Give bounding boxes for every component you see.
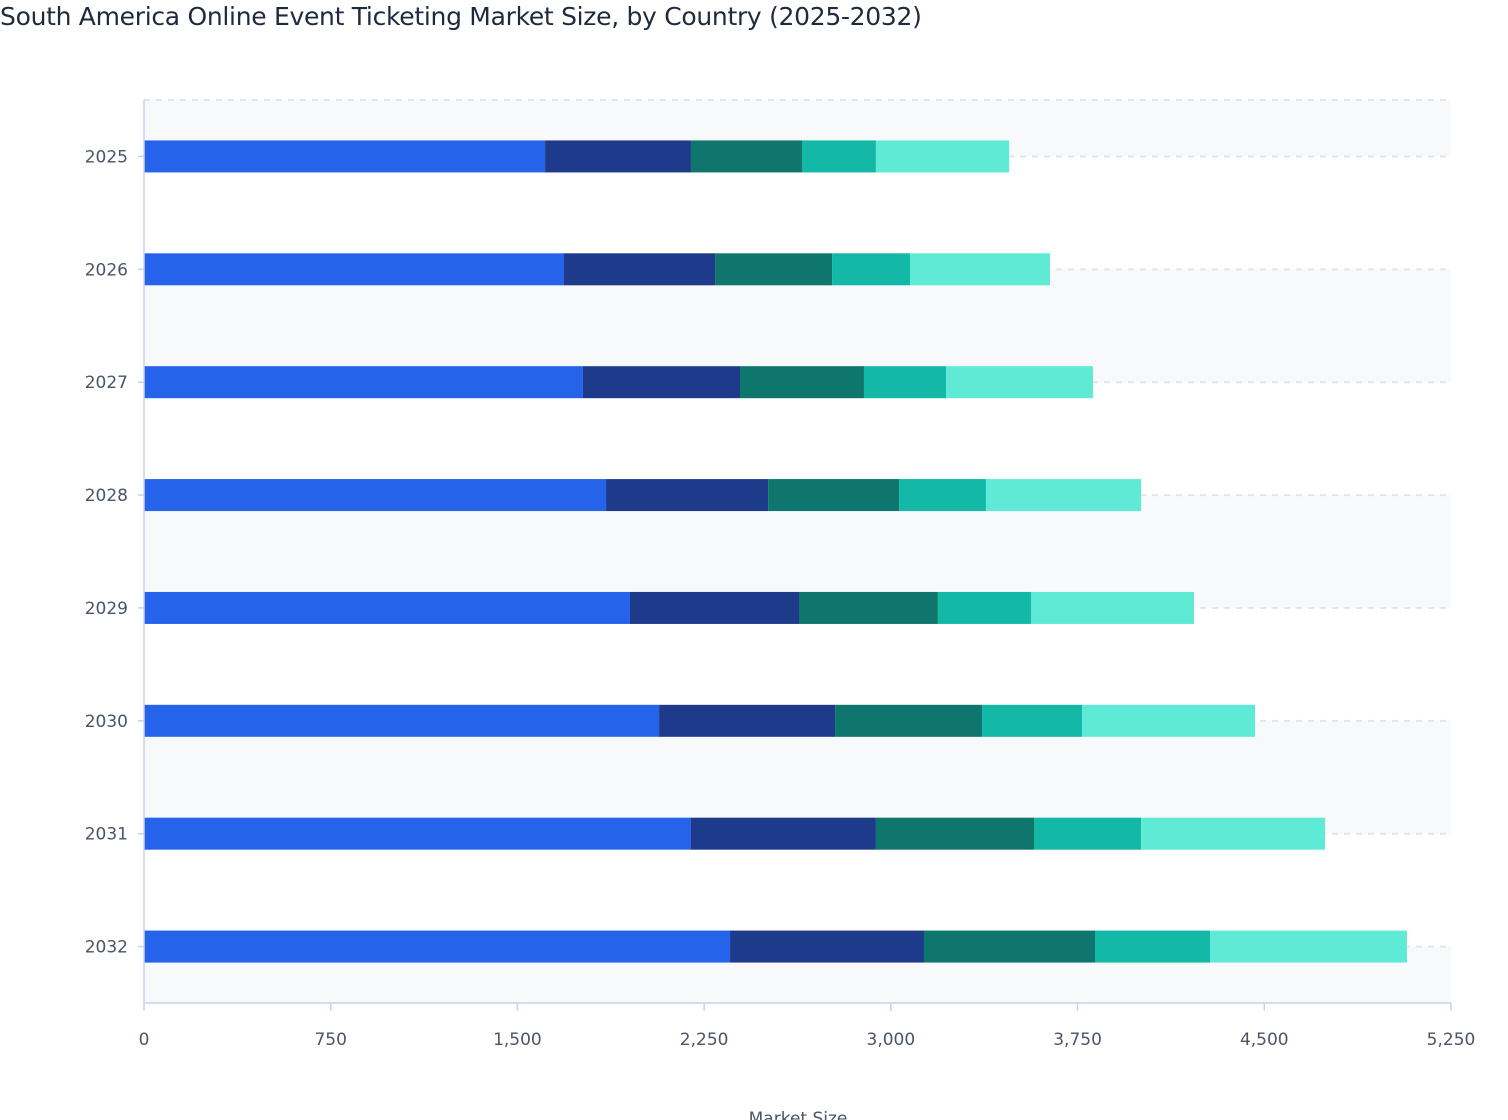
bar-segment-2029-series-5: [1031, 591, 1195, 624]
bar-segment-2028-series-1: [144, 479, 607, 512]
bar-segment-2030-series-4: [981, 704, 1083, 737]
bar-segment-2025-series-1: [144, 140, 546, 173]
bar-segment-2029-series-4: [937, 591, 1032, 624]
x-tick-label: 1,500: [493, 1030, 542, 1050]
y-tick-label: 2028: [85, 486, 128, 506]
x-tick-label: 750: [314, 1030, 346, 1050]
bar-segment-2029-series-3: [798, 591, 938, 624]
bar-segment-2029-series-1: [144, 591, 630, 624]
bar-segment-2030-series-5: [1082, 704, 1256, 737]
bar-segment-2026-series-1: [144, 253, 564, 286]
bar-segment-2032-series-5: [1210, 930, 1407, 963]
y-tick-label: 2026: [85, 260, 128, 280]
bar-segment-2026-series-3: [715, 253, 833, 286]
bar-segment-2027-series-3: [739, 366, 864, 399]
bar-segment-2032-series-2: [730, 930, 924, 963]
bar-segment-2028-series-5: [985, 479, 1142, 512]
plot-band: [144, 495, 1451, 608]
y-tick-label: 2025: [85, 147, 128, 167]
y-tick-label: 2032: [85, 938, 128, 958]
bar-segment-2027-series-2: [582, 366, 740, 399]
bar-segment-2031-series-2: [690, 817, 876, 850]
plot-band: [144, 720, 1451, 834]
y-tick-label: 2031: [85, 825, 128, 845]
bar-segment-2026-series-4: [832, 253, 911, 286]
plot-band: [144, 269, 1451, 383]
bar-segment-2030-series-1: [144, 704, 660, 737]
bar-segment-2025-series-2: [545, 140, 691, 173]
bar-segment-2025-series-3: [690, 140, 802, 173]
bar-segment-2025-series-4: [801, 140, 876, 173]
bar-segment-2029-series-2: [629, 591, 799, 624]
bar-segment-2027-series-4: [863, 366, 947, 399]
bar-segment-2027-series-1: [144, 366, 583, 399]
bar-segment-2031-series-1: [144, 817, 691, 850]
x-tick-label: 5,250: [1427, 1030, 1476, 1050]
bar-segment-2031-series-4: [1034, 817, 1142, 850]
bar-segment-2030-series-2: [659, 704, 836, 737]
x-tick-label: 3,750: [1053, 1030, 1102, 1050]
bar-segment-2032-series-3: [923, 930, 1095, 963]
bar-segment-2031-series-3: [875, 817, 1035, 850]
bar-segment-2025-series-5: [875, 140, 1010, 173]
bar-segment-2028-series-3: [768, 479, 900, 512]
bar-segment-2028-series-4: [899, 479, 986, 512]
x-tick-label: 0: [139, 1030, 150, 1050]
y-tick-label: 2030: [85, 712, 128, 732]
x-tick-label: 4,500: [1240, 1030, 1289, 1050]
y-tick-label: 2027: [85, 373, 128, 393]
x-tick-label: 2,250: [680, 1030, 729, 1050]
bar-segment-2032-series-4: [1094, 930, 1211, 963]
x-tick-label: 3,000: [867, 1030, 916, 1050]
bar-segment-2026-series-2: [563, 253, 716, 286]
x-axis-title: Market Size: [749, 1109, 848, 1120]
bar-segment-2030-series-3: [835, 704, 982, 737]
chart-title: South America Online Event Ticketing Mar…: [0, 2, 922, 31]
bar-segment-2031-series-5: [1141, 817, 1326, 850]
bar-segment-2027-series-5: [946, 366, 1094, 399]
y-tick-label: 2029: [85, 599, 128, 619]
bar-segment-2026-series-5: [910, 253, 1050, 286]
bar-segment-2032-series-1: [144, 930, 731, 963]
bar-segment-2028-series-2: [606, 479, 769, 512]
